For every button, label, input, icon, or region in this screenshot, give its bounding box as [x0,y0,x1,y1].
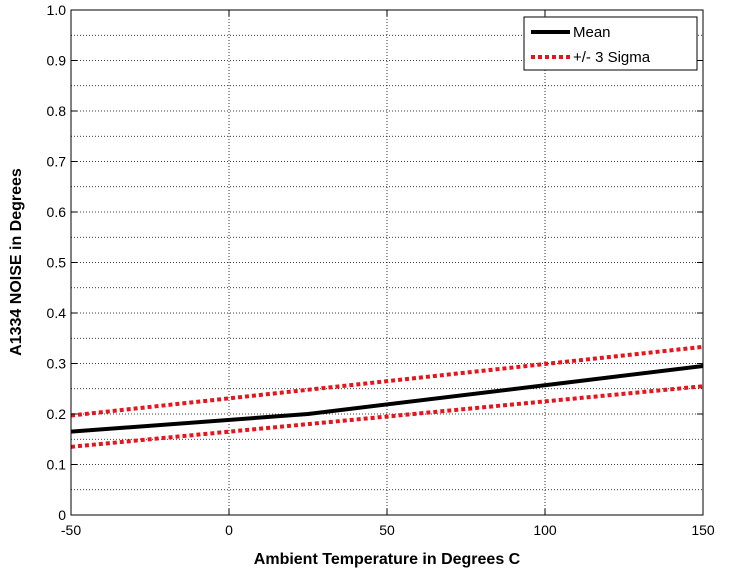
y-tick-label: 0.7 [47,154,67,170]
y-tick-label: 0.9 [47,53,67,69]
y-tick-label: 1.0 [47,2,67,18]
y-tick-label: 0.1 [47,457,67,473]
legend-box [523,16,698,71]
x-tick-label: 100 [533,522,557,538]
x-tick-label: 0 [225,522,233,538]
sigma-line [70,344,704,418]
legend: Mean +/- 3 Sigma [523,16,698,71]
y-tick-label: 0 [58,507,66,523]
y-tick-label: 0.2 [47,406,67,422]
y-tick-label: 0.4 [47,305,67,321]
ticks [70,9,704,516]
x-tick-label: 50 [379,522,395,538]
x-tick-label: -50 [61,522,81,538]
grid [71,10,703,515]
series-layer [70,344,704,449]
y-tick-label: 0.5 [47,255,67,271]
x-tick-labels: -50 0 50 100 150 [61,522,715,538]
y-axis-title: A1334 NOISE in Degrees [8,168,25,356]
y-tick-label: 0.3 [47,356,67,372]
x-tick-label: 150 [691,522,715,538]
y-tick-labels: 0 0.1 0.2 0.3 0.4 0.5 0.6 0.7 0.8 0.9 1.0 [47,2,67,523]
legend-label-mean: Mean [573,24,611,41]
y-tick-label: 0.6 [47,204,67,220]
y-tick-label: 0.8 [47,103,67,119]
legend-label-sigma: +/- 3 Sigma [573,49,651,66]
x-axis-title: Ambient Temperature in Degrees C [254,551,521,568]
sigma-line [70,384,704,449]
mean-line [70,364,704,434]
